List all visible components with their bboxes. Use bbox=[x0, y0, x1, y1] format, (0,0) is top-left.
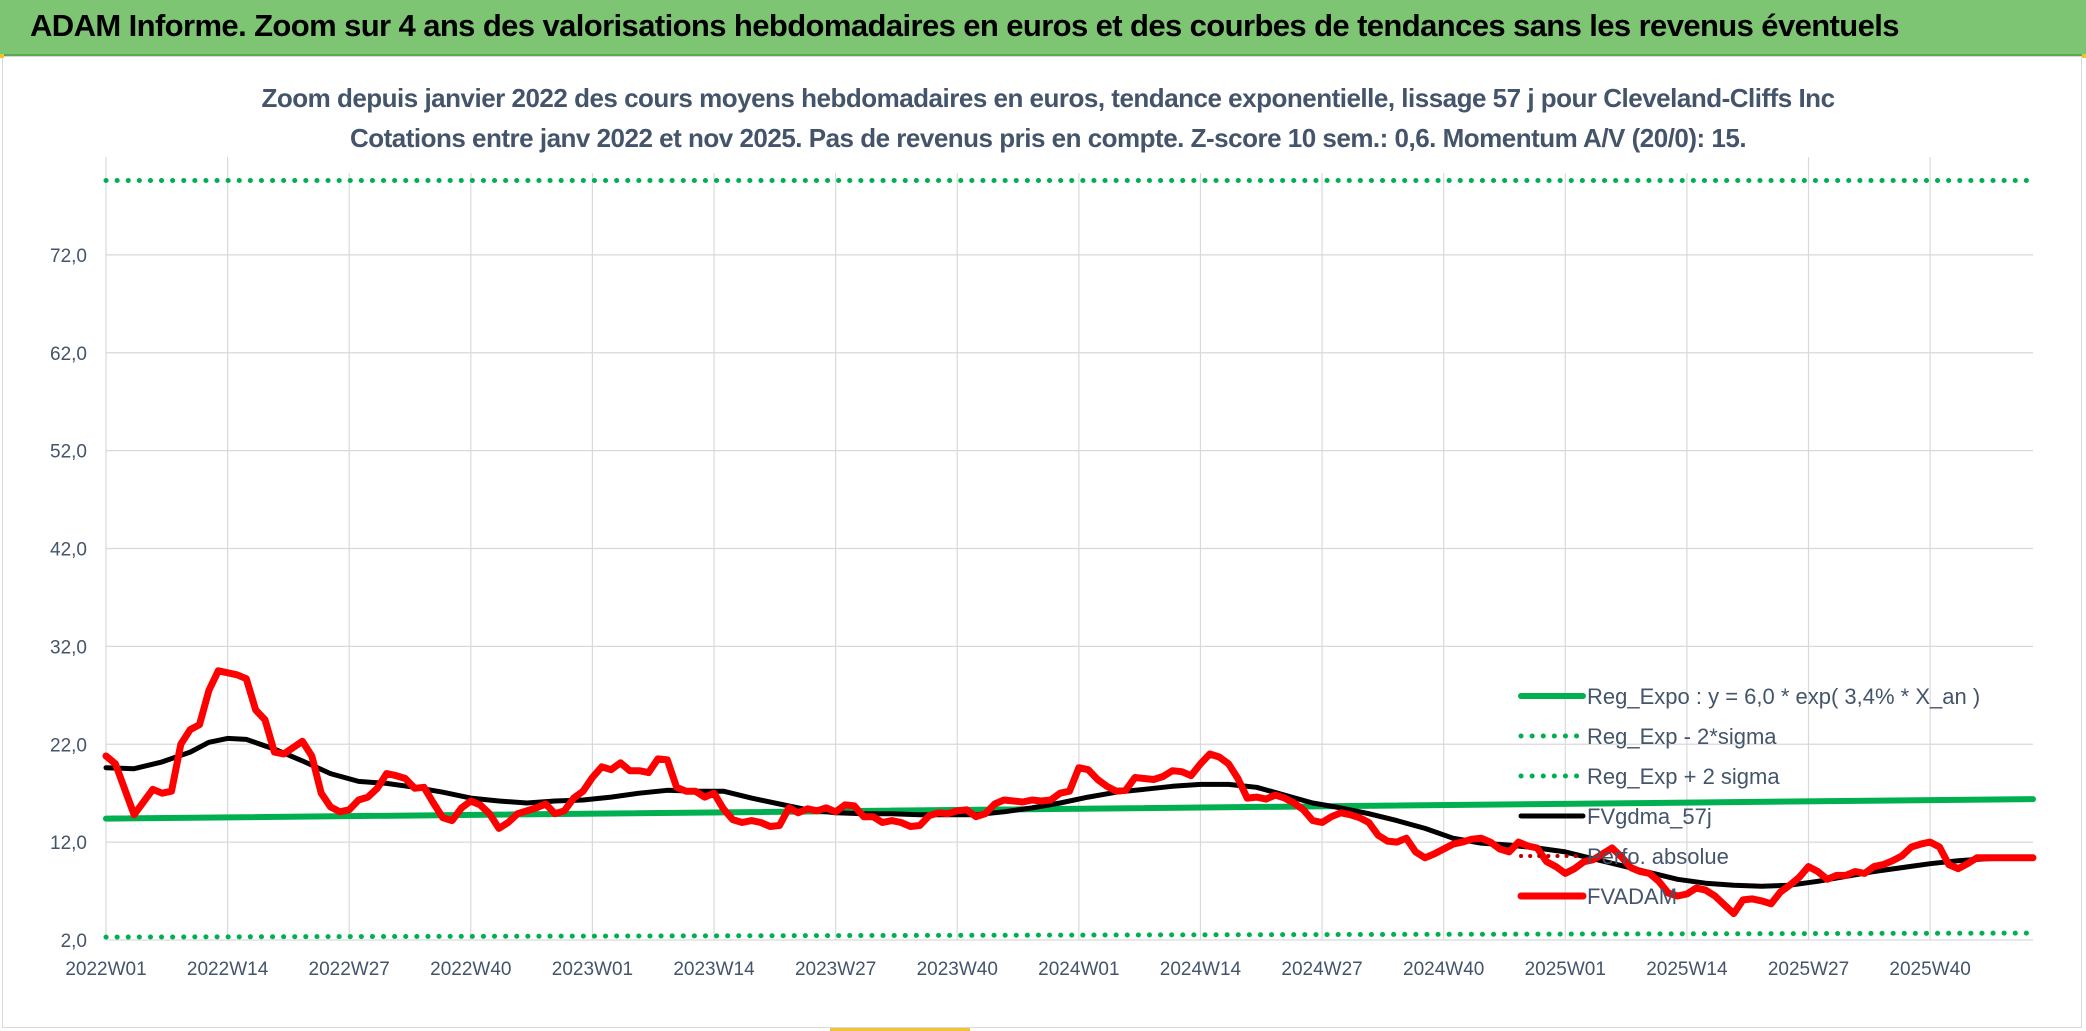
y-tick-label: 22,0 bbox=[50, 735, 87, 756]
chart-subtitle: Cotations entre janv 2022 et nov 2025. P… bbox=[350, 123, 1746, 153]
x-tick-label: 2023W14 bbox=[673, 959, 755, 980]
x-tick-label: 2024W27 bbox=[1281, 959, 1362, 980]
legend-label-reg-exp-minus-2sigma: Reg_Exp - 2*sigma bbox=[1587, 724, 1777, 749]
header-bar: ADAM Informe. Zoom sur 4 ans des valoris… bbox=[0, 0, 2086, 56]
y-tick-label: 62,0 bbox=[50, 344, 87, 365]
chart-title: Zoom depuis janvier 2022 des cours moyen… bbox=[261, 83, 1834, 113]
chart-frame: 2,0 12,0 22,0 32,0 42,0 52,0 62,0 72,0 2022W01 2… bbox=[2, 56, 2082, 1028]
series-line-reg-exp-minus-2sigma bbox=[103, 930, 2036, 940]
corner-marker bbox=[0, 54, 4, 58]
y-tick-label: 52,0 bbox=[50, 442, 87, 463]
y-tick-label: 2,0 bbox=[61, 931, 87, 952]
legend-label-reg-exp-plus-2sigma: Reg_Exp + 2 sigma bbox=[1587, 764, 1780, 789]
title-backdrop bbox=[295, 141, 1781, 173]
x-tick-label: 2023W40 bbox=[917, 959, 998, 980]
x-tick-label: 2023W27 bbox=[795, 959, 876, 980]
x-tick-label: 2022W40 bbox=[430, 959, 511, 980]
corner-marker bbox=[2082, 54, 2086, 58]
legend-label-fvadam: FVADAM bbox=[1587, 884, 1677, 909]
x-tick-label: 2025W40 bbox=[1889, 959, 1970, 980]
y-tick-label: 32,0 bbox=[50, 637, 87, 658]
page-title: ADAM Informe. Zoom sur 4 ans des valoris… bbox=[30, 8, 1900, 43]
series-line-reg-expo bbox=[103, 796, 2036, 822]
x-tick-label: 2022W27 bbox=[309, 959, 390, 980]
chart: 2,0 12,0 22,0 32,0 42,0 52,0 62,0 72,0 2022W01 2… bbox=[50, 83, 2037, 980]
x-tick-label: 2025W27 bbox=[1768, 959, 1849, 980]
legend-label-perfo-absolue: Perfo. absolue bbox=[1587, 844, 1729, 869]
series-line-fvgdma-57j bbox=[103, 735, 2036, 889]
x-tick-label: 2025W01 bbox=[1525, 959, 1606, 980]
x-tick-label: 2024W01 bbox=[1038, 959, 1119, 980]
x-tick-label: 2022W01 bbox=[65, 959, 146, 980]
series-line-fvadam bbox=[102, 667, 2037, 918]
y-tick-label: 12,0 bbox=[50, 833, 87, 854]
y-tick-label: 72,0 bbox=[50, 246, 87, 267]
x-tick-label: 2024W40 bbox=[1403, 959, 1484, 980]
legend-label-fvgdma-57j: FVgdma_57j bbox=[1587, 804, 1712, 829]
x-tick-label: 2024W14 bbox=[1160, 959, 1242, 980]
x-tick-label: 2023W01 bbox=[552, 959, 633, 980]
x-tick-label: 2025W14 bbox=[1646, 959, 1728, 980]
x-tick-label: 2022W14 bbox=[187, 959, 269, 980]
y-tick-label: 42,0 bbox=[50, 540, 87, 561]
legend-label-reg-expo: Reg_Expo : y = 6,0 * exp( 3,4% * X_an ) bbox=[1587, 684, 1980, 709]
corner-marker bbox=[830, 1028, 970, 1031]
